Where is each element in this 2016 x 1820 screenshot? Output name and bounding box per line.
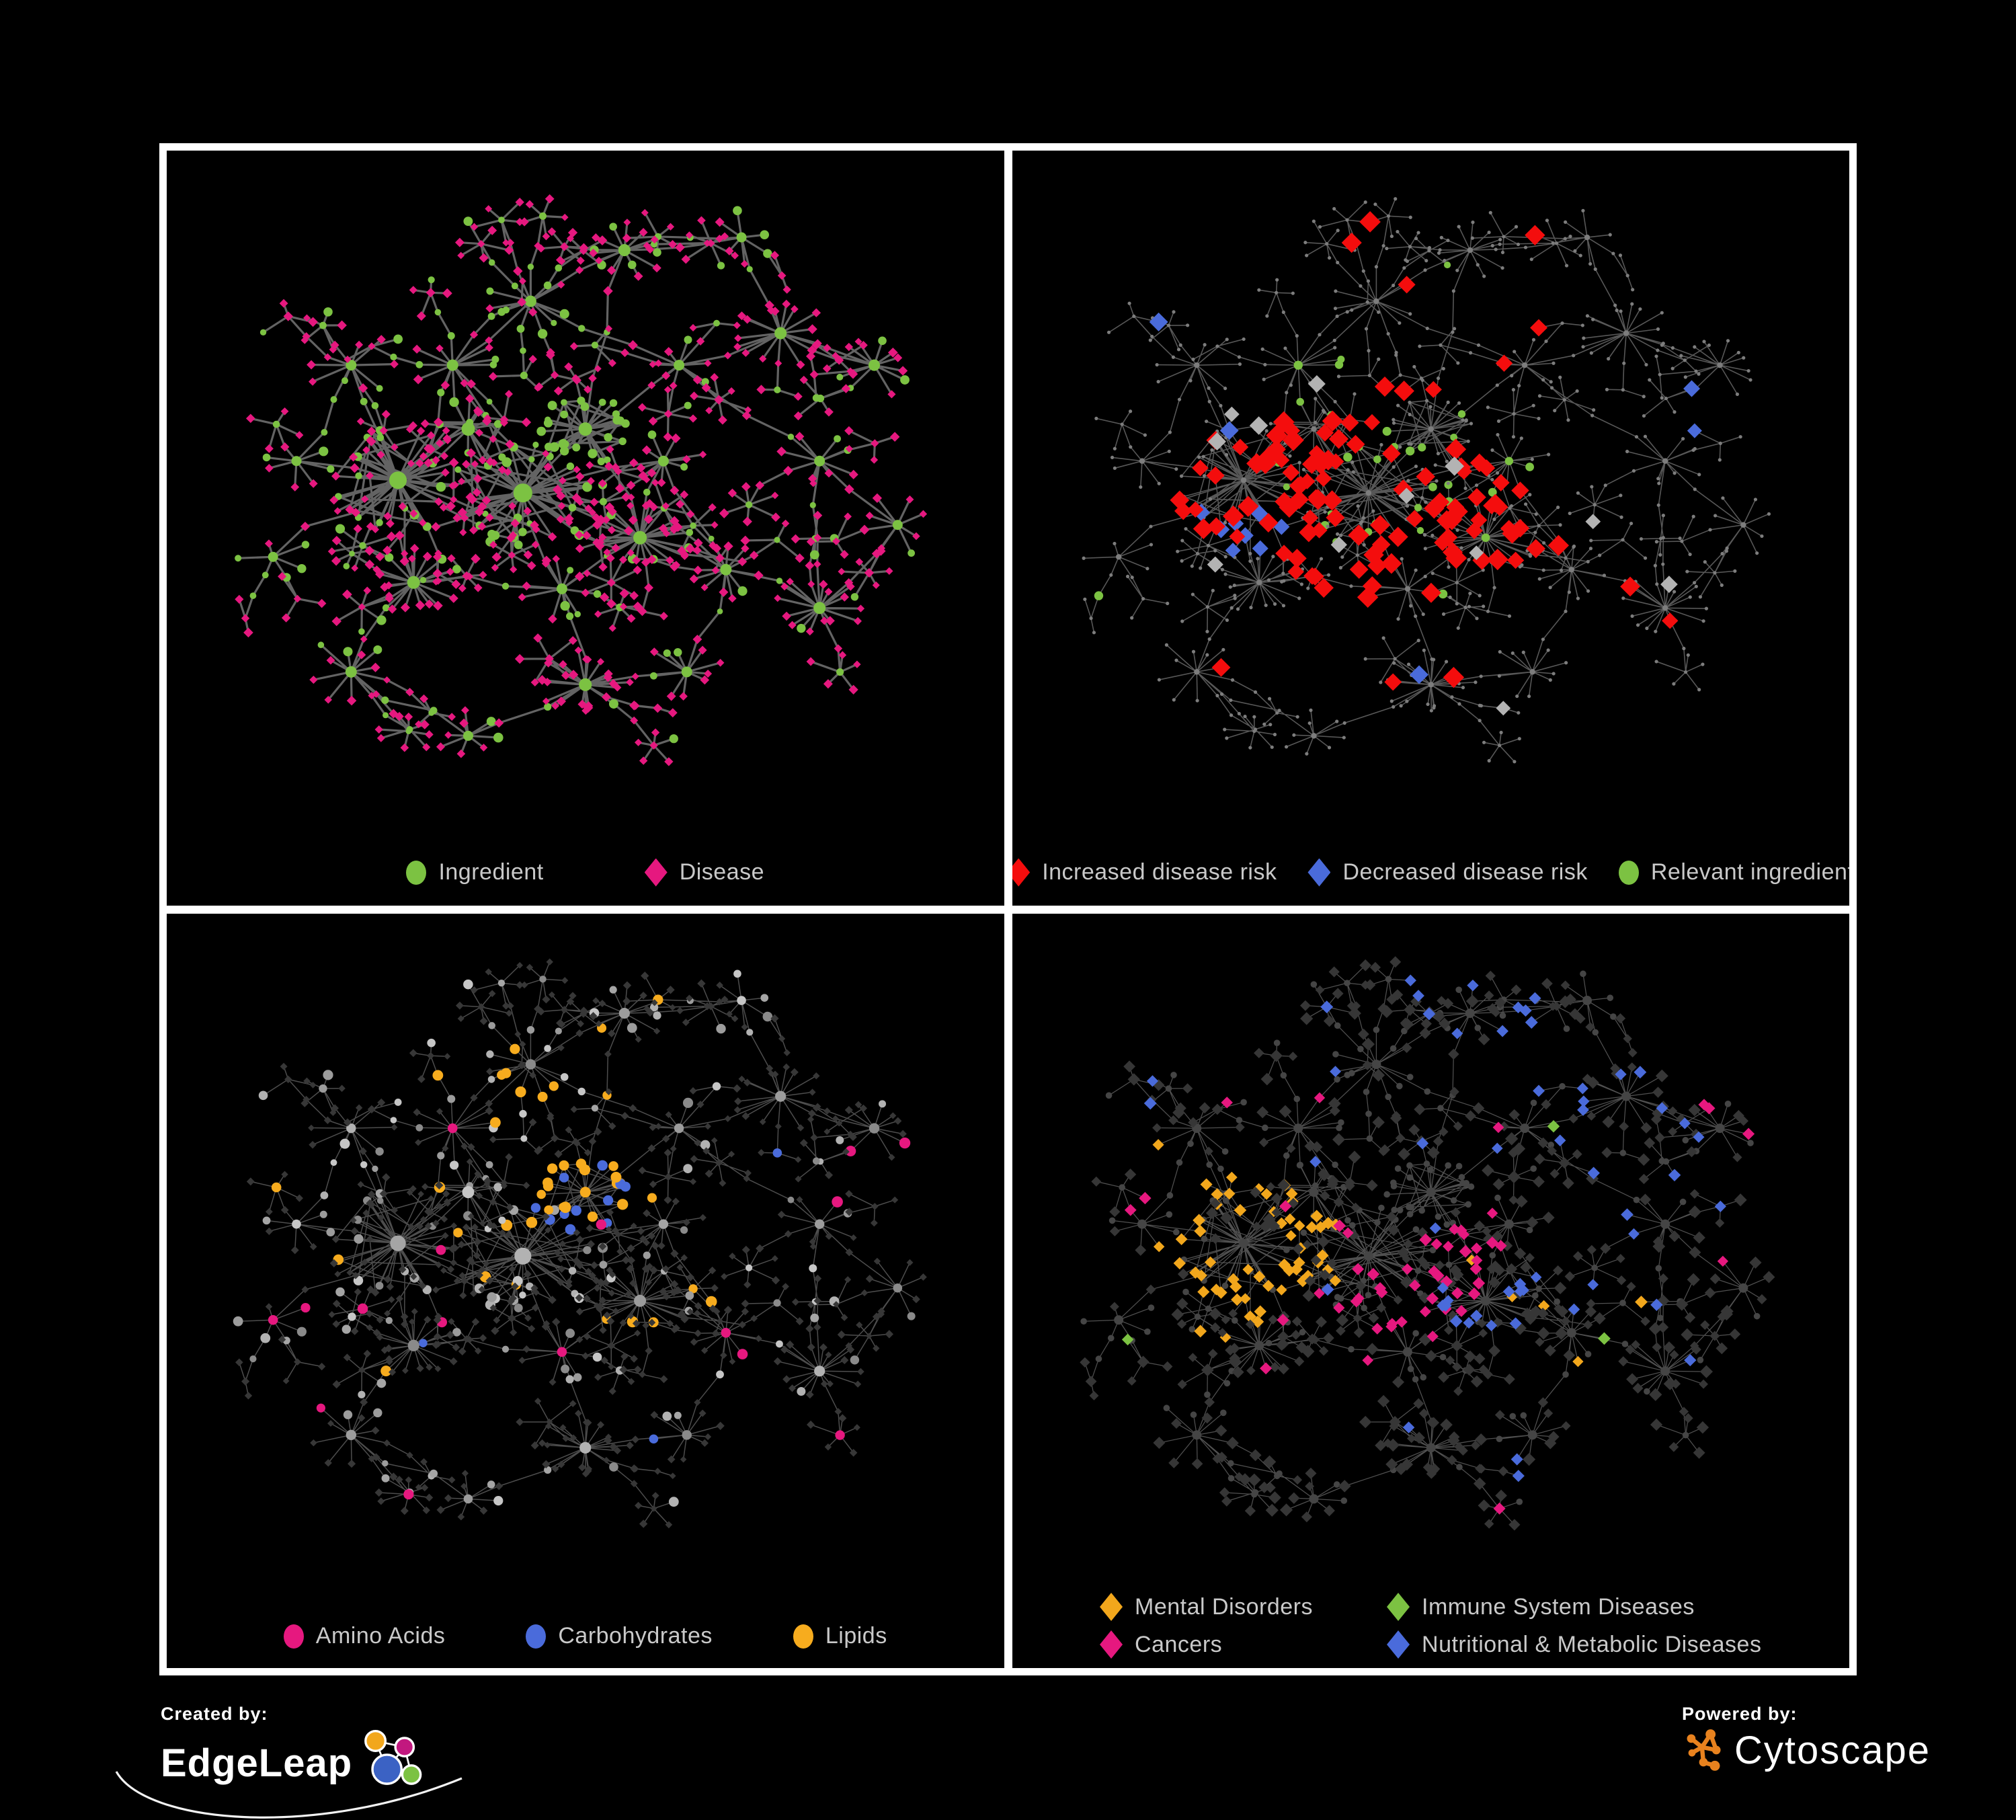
edgeleap-credit: Created by: EdgeLeap (115, 1704, 462, 1819)
legend-label: Nutritional & Metabolic Diseases (1422, 1631, 1762, 1657)
network-graph-disease-categories (1079, 955, 1775, 1531)
legend-item-decreased-risk: Decreased disease risk (1307, 858, 1588, 887)
network-graph-disease-risk (1082, 197, 1771, 764)
ingredient-circle-icon (406, 860, 427, 885)
legend-nutrient-classes: Amino Acids Carbohydrates Lipids (167, 1623, 1004, 1649)
cancers-diamond-icon (1100, 1630, 1123, 1659)
carbohydrates-circle-icon (526, 1624, 547, 1649)
edgeleap-logo: EdgeLeap (115, 1727, 462, 1819)
legend-item-cancers: Cancers (1100, 1630, 1313, 1659)
network-graph-nutrient-classes (233, 958, 927, 1528)
legend-disease-categories: Mental Disorders Immune System Diseases … (1012, 1593, 1850, 1659)
created-by-label: Created by: (161, 1704, 268, 1724)
legend-label: Increased disease risk (1042, 859, 1277, 885)
nutritional-diseases-diamond-icon (1387, 1630, 1410, 1659)
legend-label: Amino Acids (315, 1623, 446, 1649)
increased-risk-diamond-icon (1012, 858, 1031, 887)
edgeleap-logo-text: EdgeLeap (161, 1741, 353, 1786)
cytoscape-logo: Cytoscape (1682, 1729, 1931, 1773)
decreased-risk-diamond-icon (1307, 858, 1331, 887)
panel-disease-risk-network: Increased disease risk Decreased disease… (1012, 151, 1849, 906)
cytoscape-logo-text: Cytoscape (1734, 1729, 1931, 1773)
legend-disease-risk: Increased disease risk Decreased disease… (1012, 858, 1849, 887)
immune-diseases-diamond-icon (1387, 1593, 1410, 1621)
legend-item-relevant-ingredient: Relevant ingredient (1618, 859, 1849, 885)
legend-item-amino-acids: Amino Acids (283, 1623, 446, 1649)
legend-item-carbohydrates: Carbohydrates (526, 1623, 713, 1649)
legend-label: Lipids (825, 1623, 887, 1649)
network-graph-ingredient-disease (235, 194, 928, 766)
edgeleap-logo-icon (364, 1729, 422, 1785)
legend-label: Relevant ingredient (1650, 859, 1849, 885)
panel-ingredient-disease-network: Ingredient Disease (167, 151, 1004, 906)
amino-acids-circle-icon (283, 1624, 304, 1649)
legend-item-disease: Disease (644, 858, 765, 887)
legend-item-increased-risk: Increased disease risk (1012, 858, 1277, 887)
cytoscape-credit: Powered by: (1682, 1704, 1931, 1773)
lipids-circle-icon (793, 1624, 813, 1649)
mental-disorders-diamond-icon (1100, 1593, 1123, 1621)
disease-diamond-icon (644, 858, 668, 887)
legend-item-mental-disorders: Mental Disorders (1100, 1593, 1313, 1621)
cytoscape-logo-icon (1687, 1729, 1721, 1771)
legend-label: Mental Disorders (1135, 1593, 1314, 1620)
legend-label: Carbohydrates (558, 1623, 713, 1649)
legend-item-lipids: Lipids (793, 1623, 887, 1649)
panel-nutrient-class-network: Amino Acids Carbohydrates Lipids (167, 913, 1004, 1668)
legend-item-ingredient: Ingredient (406, 859, 543, 885)
legend-label: Cancers (1135, 1631, 1223, 1657)
legend-ingredient-disease: Ingredient Disease (167, 858, 1004, 887)
powered-by-label: Powered by: (1682, 1704, 1798, 1724)
legend-item-immune-system-diseases: Immune System Diseases (1387, 1593, 1761, 1621)
legend-label: Disease (679, 859, 765, 885)
legend-label: Decreased disease risk (1342, 859, 1588, 885)
legend-item-nutritional-metabolic-diseases: Nutritional & Metabolic Diseases (1387, 1630, 1761, 1659)
panel-disease-category-network: Mental Disorders Immune System Diseases … (1012, 913, 1850, 1668)
relevant-ingredient-circle-icon (1618, 860, 1639, 885)
panel-grid: Ingredient Disease Increased disease ris… (159, 143, 1857, 1675)
legend-label: Ingredient (438, 859, 544, 885)
legend-label: Immune System Diseases (1422, 1593, 1695, 1620)
